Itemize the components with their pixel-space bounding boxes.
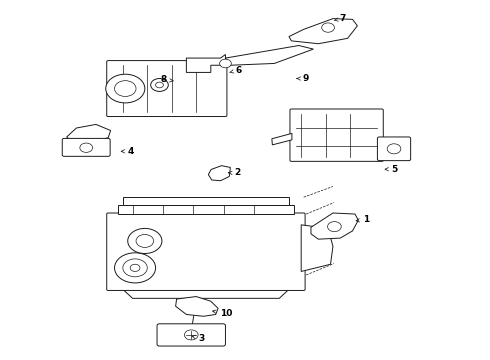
Polygon shape <box>67 125 111 142</box>
Circle shape <box>151 78 168 91</box>
Polygon shape <box>225 45 314 65</box>
Circle shape <box>123 259 147 277</box>
Text: 6: 6 <box>230 66 242 75</box>
FancyBboxPatch shape <box>107 60 227 117</box>
Polygon shape <box>186 54 225 72</box>
Bar <box>123 197 289 205</box>
Circle shape <box>184 330 198 340</box>
Circle shape <box>128 228 162 253</box>
Polygon shape <box>272 134 292 145</box>
FancyBboxPatch shape <box>62 138 110 156</box>
FancyBboxPatch shape <box>377 137 411 161</box>
Polygon shape <box>311 213 358 239</box>
Text: 5: 5 <box>385 165 398 174</box>
Polygon shape <box>289 19 357 44</box>
Circle shape <box>80 143 93 152</box>
Polygon shape <box>301 225 333 271</box>
FancyBboxPatch shape <box>290 109 383 161</box>
Text: 9: 9 <box>297 74 309 83</box>
Text: 1: 1 <box>356 215 369 224</box>
Circle shape <box>156 82 163 88</box>
Circle shape <box>130 264 140 271</box>
Text: 4: 4 <box>121 147 134 156</box>
Circle shape <box>115 253 156 283</box>
Bar <box>118 205 294 214</box>
FancyBboxPatch shape <box>157 324 225 346</box>
Circle shape <box>136 234 154 247</box>
Text: 10: 10 <box>213 309 232 318</box>
Circle shape <box>387 144 401 154</box>
Circle shape <box>322 23 334 32</box>
Circle shape <box>220 59 231 68</box>
Text: 2: 2 <box>228 168 241 177</box>
Circle shape <box>115 81 136 96</box>
Text: 3: 3 <box>192 334 205 343</box>
Polygon shape <box>175 297 218 316</box>
FancyBboxPatch shape <box>107 213 305 291</box>
Text: 7: 7 <box>334 14 346 23</box>
Circle shape <box>106 74 145 103</box>
Circle shape <box>328 222 341 231</box>
Polygon shape <box>208 166 230 181</box>
Text: 8: 8 <box>161 75 173 84</box>
Polygon shape <box>123 289 289 298</box>
